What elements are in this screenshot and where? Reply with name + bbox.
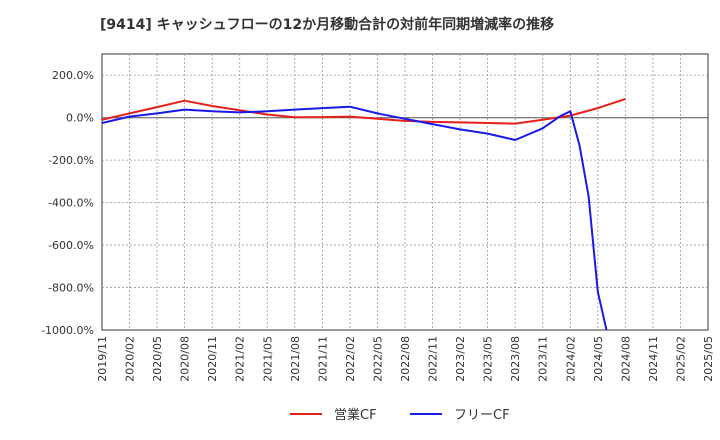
y-tick-label: -1000.0% <box>41 324 94 337</box>
x-tick-label: 2023/02 <box>454 336 467 382</box>
series-line-operating-cf <box>102 98 626 125</box>
x-tick-label: 2023/05 <box>482 336 495 382</box>
chart-title: [9414] キャッシュフローの12か月移動合計の対前年同期増減率の推移 <box>100 17 555 33</box>
legend-label: 営業CF <box>334 407 377 423</box>
x-tick-label: 2022/02 <box>344 336 357 382</box>
x-tick-label: 2024/11 <box>647 336 660 382</box>
x-tick-label: 2022/11 <box>427 336 440 382</box>
y-tick-label: -800.0% <box>48 282 94 295</box>
x-tick-label: 2022/08 <box>399 336 412 382</box>
x-tick-label: 2023/11 <box>537 336 550 382</box>
x-tick-label: 2021/11 <box>316 336 329 382</box>
y-tick-label: 0.0% <box>66 112 94 125</box>
x-tick-label: 2019/11 <box>96 336 109 382</box>
series-line-free-cf <box>102 105 608 330</box>
x-tick-label: 2020/11 <box>206 336 219 382</box>
x-tick-label: 2021/02 <box>234 336 247 382</box>
y-tick-label: 200.0% <box>52 69 94 82</box>
x-tick-label: 2021/05 <box>261 336 274 382</box>
x-tick-label: 2025/05 <box>702 336 715 382</box>
y-tick-label: -200.0% <box>48 154 94 167</box>
x-tick-label: 2020/02 <box>124 336 137 382</box>
x-tick-label: 2024/08 <box>619 336 632 382</box>
x-tick-label: 2020/05 <box>151 336 164 382</box>
x-tick-label: 2025/02 <box>674 336 687 382</box>
y-tick-label: -600.0% <box>48 239 94 252</box>
x-tick-label: 2022/05 <box>371 336 384 382</box>
y-tick-label: -400.0% <box>48 197 94 210</box>
x-tick-label: 2023/08 <box>509 336 522 382</box>
x-tick-label: 2021/08 <box>289 336 302 382</box>
x-tick-label: 2024/02 <box>564 336 577 382</box>
x-tick-label: 2020/08 <box>179 336 192 382</box>
legend-label: フリーCF <box>454 408 510 423</box>
x-tick-label: 2024/05 <box>592 336 605 382</box>
